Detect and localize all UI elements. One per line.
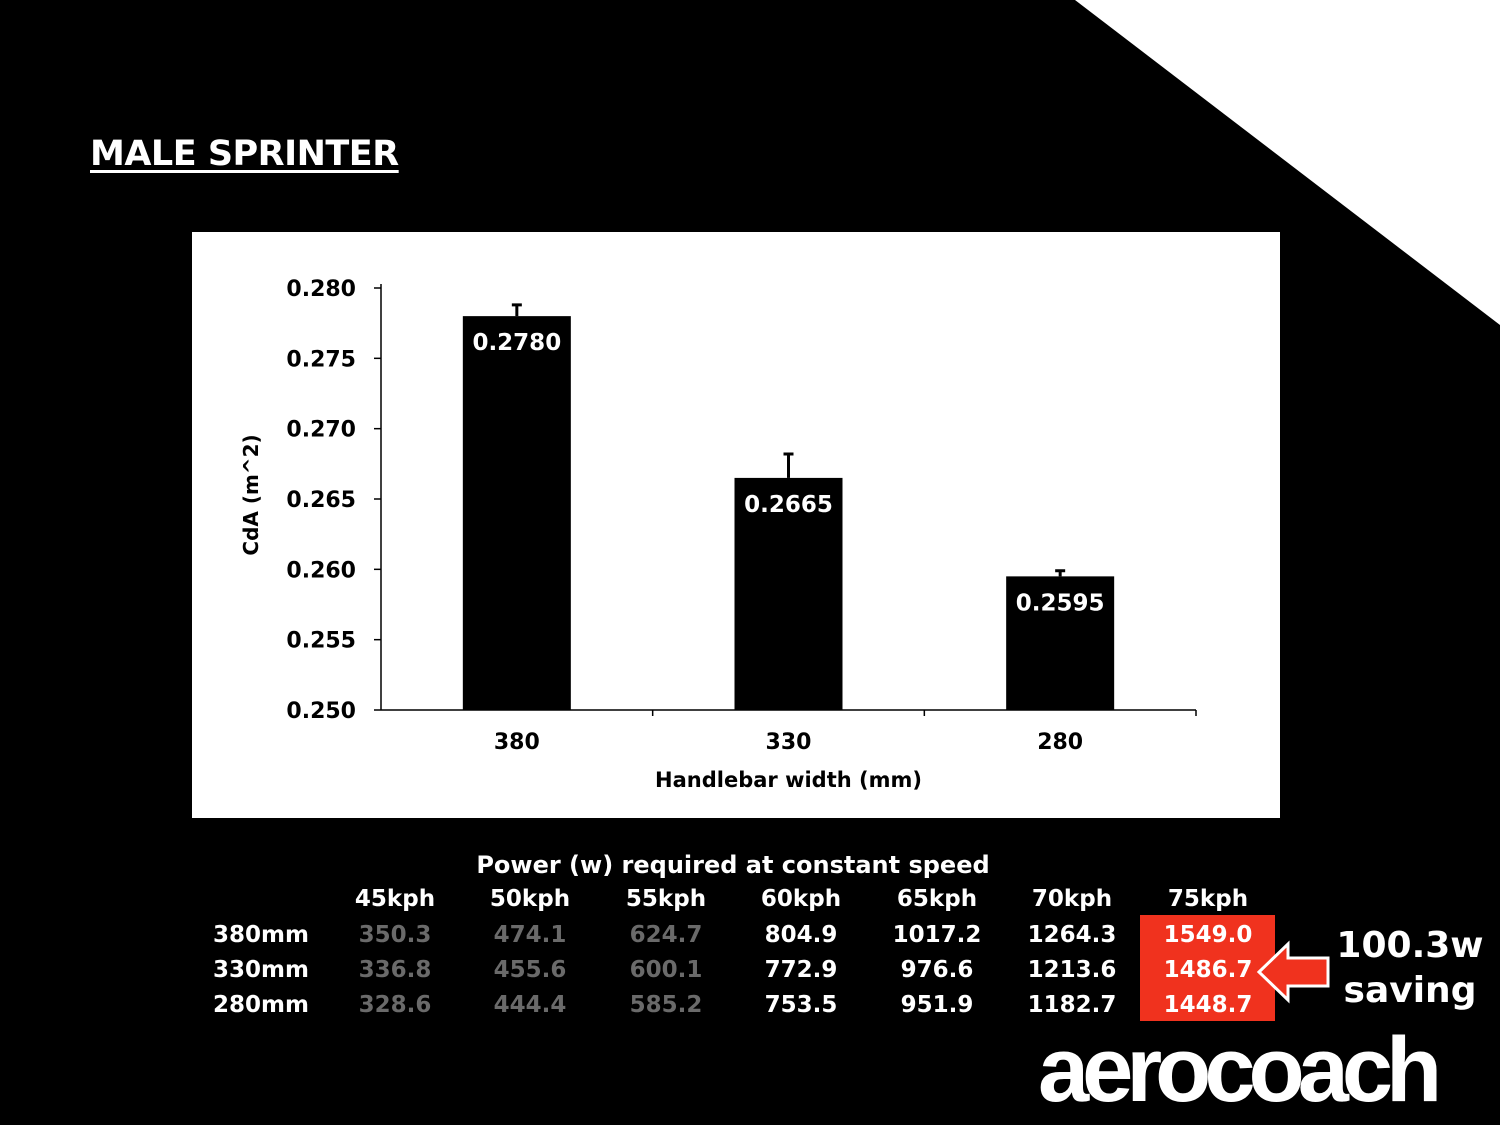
table-cell: 976.6 [900,957,974,983]
row-label: 380mm [213,922,309,948]
chart-svg: 0.280 0.275 0.270 0.265 0.260 0.255 0.250 0.278… [239,277,1197,792]
table-cell: 350.3 [358,922,432,948]
table-cell: 1448.7 [1163,992,1253,1018]
table-cell: 600.1 [629,957,703,983]
x-axis-label: Handlebar width (mm) [655,768,922,792]
arrow-left-icon [1256,940,1330,1004]
slide-title: MALE SPRINTER [90,134,399,174]
column-header: 55kph [625,886,707,912]
bar-data-label: 0.2780 [472,330,561,356]
bar [734,477,843,710]
bar [462,316,571,710]
y-tick-label: 0.275 [286,347,356,372]
y-tick-label: 0.250 [286,699,356,724]
table-cell: 772.9 [764,957,838,983]
table-cell: 1486.7 [1163,957,1253,983]
column-header: 75kph [1167,886,1249,912]
table-cell: 624.7 [629,922,703,948]
table-cell: 474.1 [493,922,567,948]
column-header: 70kph [1031,886,1113,912]
x-tick-label: 280 [1037,730,1083,755]
saving-value: 100.3w [1336,925,1484,966]
table-cell: 1213.6 [1027,957,1117,983]
y-tick-label: 0.260 [286,558,356,583]
y-axis-label: CdA (m^2) [239,434,263,555]
table-title: Power (w) required at constant speed [476,851,990,879]
table-cell: 585.2 [629,992,703,1018]
row-label: 330mm [213,957,309,983]
x-tick-label: 330 [766,730,812,755]
table-cell: 444.4 [493,992,567,1018]
table-cell: 1264.3 [1027,922,1117,948]
x-tick-label: 380 [494,730,540,755]
table-cell: 804.9 [764,922,838,948]
saving-label: saving [1343,970,1477,1011]
y-tick-label: 0.255 [286,629,356,654]
highlight-box [1140,915,1275,1021]
row-label: 280mm [213,992,309,1018]
table-cell: 328.6 [358,992,432,1018]
table-cell: 951.9 [900,992,974,1018]
bar-data-label: 0.2665 [744,492,833,518]
table-cell: 1017.2 [892,922,982,948]
table-cell: 1549.0 [1163,922,1253,948]
table-cell: 336.8 [358,957,432,983]
bar [1006,576,1115,710]
y-tick-label: 0.280 [286,277,356,302]
table-cell: 753.5 [764,992,838,1018]
column-header: 60kph [760,886,842,912]
y-tick-label: 0.265 [286,488,356,513]
bar-data-label: 0.2595 [1016,590,1105,616]
column-header: 65kph [896,886,978,912]
column-header: 45kph [354,886,436,912]
aerocoach-logo: aerocoach [1038,1019,1442,1121]
column-header: 50kph [489,886,571,912]
table-cell: 455.6 [493,957,567,983]
table-cell: 1182.7 [1027,992,1117,1018]
bar-chart: 0.280 0.275 0.270 0.265 0.260 0.255 0.250 0.278… [192,232,1280,818]
y-tick-label: 0.270 [286,418,356,443]
